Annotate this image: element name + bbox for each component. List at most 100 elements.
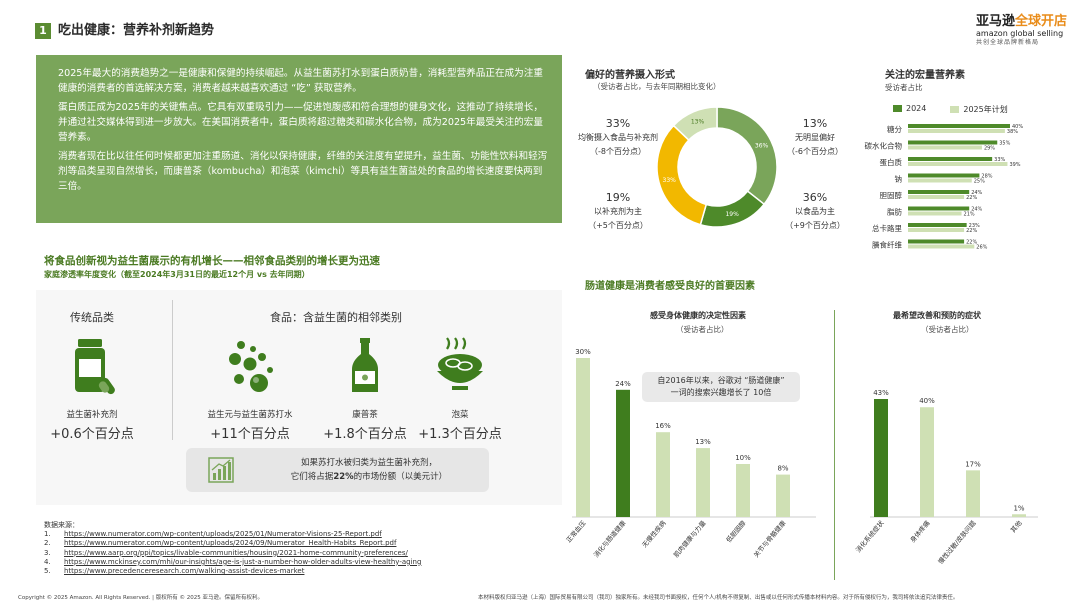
bar-value-label: 8% <box>777 465 788 473</box>
donut-label-line1-none: 无明显偏好 <box>795 133 835 142</box>
macro-category-label: 脂肪 <box>887 207 902 217</box>
macro-bar <box>908 124 1010 128</box>
intro-paragraph-3: 消费者现在比以往任何时候都更加注重肠道、消化以保持健康，纤维的关注度有望提升，益… <box>58 151 548 192</box>
page-title: 吃出健康：营养补剂新趋势 <box>58 23 215 38</box>
source-item: 3. https://www.aarp.org/ppi/topics/livabl… <box>44 548 408 557</box>
category-divider <box>172 300 173 440</box>
macro-category-label: 总卡路里 <box>872 223 902 233</box>
donut-label-line1-food: 以食品为主 <box>795 207 835 216</box>
logo-text-b: 全球开店 <box>1015 14 1068 29</box>
macro-bar-value: 22% <box>966 195 977 201</box>
gut-chart2-subtitle: （受访者占比） <box>921 325 974 334</box>
bar-category-label: 关节与骨骼健康 <box>751 518 787 559</box>
donut-label-line1-balanced: 均衡摄入食品与补充剂 <box>578 133 658 142</box>
donut-label-line2-none: （-6个百分点） <box>787 147 843 156</box>
source-link[interactable]: https://www.numerator.com/wp-content/upl… <box>64 539 397 548</box>
bar-value-label: 40% <box>919 397 935 405</box>
gut-chart-divider <box>834 310 835 580</box>
macro-category-label: 膳食纤维 <box>872 240 902 250</box>
item-label-kombucha: 康普茶 <box>352 410 378 420</box>
macro-bar <box>908 195 965 199</box>
donut-label-line2-food: （+9个百分点） <box>785 221 845 230</box>
macro-bar-value: 40% <box>1012 124 1023 130</box>
logo-text-en: amazon global selling <box>976 29 1064 38</box>
kimchi-bowl-icon <box>433 337 483 395</box>
amazon-global-selling-logo: 亚马逊全球开店 amazon global selling 共创全球品牌新格局 <box>976 14 1068 54</box>
macro-category-label: 钠 <box>895 174 903 184</box>
intake-preference-donut: 36% 19% 33% 13% <box>656 106 778 228</box>
bar-value-label: 17% <box>965 460 981 468</box>
bar <box>776 474 790 517</box>
bar <box>656 432 670 517</box>
item-value-soda: +11个百分点 <box>210 427 290 442</box>
bar-value-label: 16% <box>655 422 671 430</box>
gut-chart1-title: 感受身体健康的决定性因素 <box>650 311 746 320</box>
callout-highlight: 22% <box>333 472 354 482</box>
data-sources: 数据来源： 1. https://www.numerator.com/wp-con… <box>44 521 564 576</box>
item-label-soda: 益生元与益生菌苏打水 <box>207 410 293 420</box>
donut-slice-label: 36% <box>755 142 769 149</box>
macro-bar <box>908 211 962 216</box>
macro-bar-value: 21% <box>964 212 975 218</box>
traditional-category-heading: 传统品类 <box>70 311 114 324</box>
bar <box>736 464 750 517</box>
macro-bar <box>908 206 970 211</box>
gut-section-title: 肠道健康是消费者感受良好的首要因素 <box>585 281 755 292</box>
food-section-subtitle: 家庭渗透率年度变化（截至2024年3月31日的最近12个月 vs 去年同期） <box>44 270 310 279</box>
source-link[interactable]: https://www.aarp.org/ppi/topics/livable-… <box>64 548 408 557</box>
donut-slice <box>699 190 766 228</box>
bar-category-label: 无慢性疾病 <box>640 518 668 549</box>
macro-bar-value: 33% <box>994 157 1005 163</box>
macro-bar <box>908 157 993 161</box>
bar <box>616 389 630 517</box>
macro-bar <box>908 173 980 178</box>
donut-label-pct-none: 13% <box>802 117 828 130</box>
bar <box>576 358 590 517</box>
source-item: 1. https://www.numerator.com/wp-content/u… <box>44 530 382 539</box>
bar-category-label: 身体疼痛 <box>908 518 932 544</box>
sources-heading: 数据来源： <box>44 521 79 529</box>
bar-category-label: 消化系统症状 <box>854 518 886 554</box>
macro-category-label: 胆固醇 <box>880 190 903 200</box>
donut-slice-label: 33% <box>663 177 677 184</box>
source-link[interactable]: https://www.mckinsey.com/mhi/our-insight… <box>64 557 422 566</box>
macro-bar-value: 23% <box>969 223 980 229</box>
item-label-kimchi: 泡菜 <box>451 410 469 420</box>
donut-slice-label: 13% <box>691 118 705 125</box>
macro-bar-value: 22% <box>966 240 977 246</box>
note-line-1: 自2016年以来，谷歌对 “肠道健康” <box>657 376 785 385</box>
bar <box>920 407 934 517</box>
macro-bar-value: 39% <box>1009 162 1020 168</box>
macro-category-label: 糖分 <box>887 124 902 134</box>
macro-bar <box>908 129 1005 133</box>
macro-bar <box>908 140 998 145</box>
soda-bubbles-icon <box>226 337 276 395</box>
donut-subtitle: （受访者占比，与去年同期相比变化） <box>593 82 721 91</box>
donut-slice-label: 19% <box>725 211 739 218</box>
macro-legend: 2024 2025年计划 <box>893 104 1008 115</box>
source-link[interactable]: https://www.numerator.com/wp-content/upl… <box>64 530 382 539</box>
symptoms-bar-chart: 43% 消化系统症状 40% 身体疼痛 17% 慢性过敏/皮肤问题 1% 其他 <box>854 389 1038 566</box>
intro-panel: 2025年最大的消费趋势之一是健康和保健的持续崛起。从益生菌苏打水到蛋白质奶昔，… <box>36 55 562 223</box>
intro-paragraph-1: 2025年最大的消费趋势之一是健康和保健的持续崛起。从益生菌苏打水到蛋白质奶昔，… <box>58 68 543 94</box>
macro-category-label: 蛋白质 <box>880 157 903 167</box>
copyright-footer: Copyright © 2025 Amazon. All Rights Rese… <box>18 595 263 601</box>
macro-bar-value: 28% <box>981 174 992 180</box>
donut-label-line2-balanced: （-8个百分点） <box>590 147 646 156</box>
source-link[interactable]: https://www.precedenceresearch.com/walki… <box>64 567 305 576</box>
note-line-2: 一词的搜索兴趣增长了 10倍 <box>670 388 772 397</box>
macro-bar <box>908 190 970 194</box>
bar-value-label: 30% <box>575 348 591 356</box>
macro-bar <box>908 145 982 150</box>
bar-value-label: 24% <box>615 380 631 388</box>
food-section-title: 将食品创新视为益生菌展示的有机增长——相邻食品类别的增长更为迅速 <box>44 255 380 267</box>
macro-bar <box>908 162 1008 166</box>
health-factors-bar-chart: 30% 正常血压 24% 消化与肠道健康 16% 无慢性疾病 13% 肌肉健康与力量 10% 低胆… <box>564 348 816 559</box>
bar-category-label: 正常血压 <box>564 518 588 544</box>
google-trend-note: 自2016年以来，谷歌对 “肠道健康” 一词的搜索兴趣增长了 10倍 <box>642 372 800 402</box>
bar-value-label: 13% <box>695 438 711 446</box>
bar-category-label: 其他 <box>1008 518 1024 534</box>
bar-value-label: 10% <box>735 454 751 462</box>
legend-2025: 2025年计划 <box>950 104 1008 115</box>
macro-bar-chart: 糖分 40%38% 碳水化合物 35% 29% 蛋白质 33% 39% 钠 28%25% 胆固醇 24… <box>865 124 1023 251</box>
